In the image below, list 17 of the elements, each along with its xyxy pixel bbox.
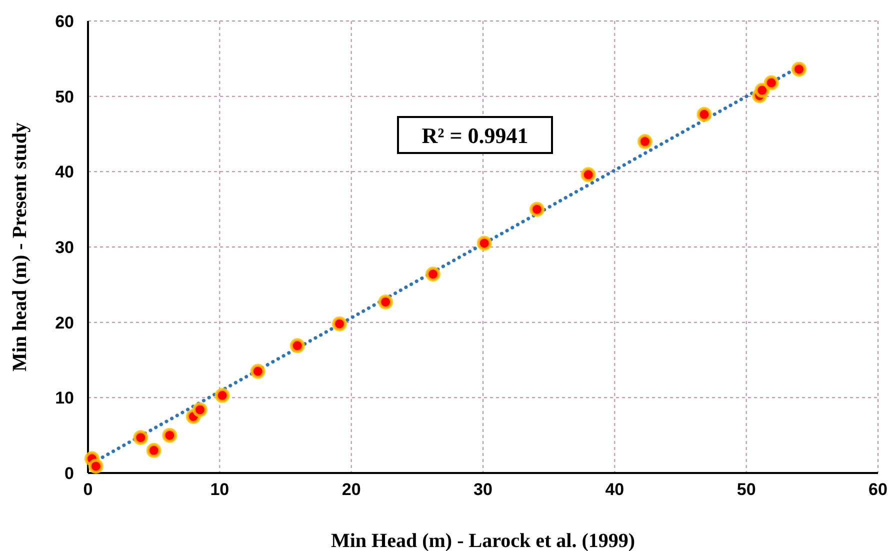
x-tick-label: 30 [474,480,492,499]
x-tick-label: 10 [210,480,230,499]
y-axis-title: Min head (m) - Present study [9,122,31,372]
annotation: R² = 0.9941 [422,123,528,148]
x-tick-label: 60 [868,480,888,499]
x-tick-label: 50 [736,480,756,499]
y-tick-label: 40 [55,162,74,182]
y-tick-label: 60 [55,12,74,31]
y-tick-label: 50 [55,87,74,106]
x-tick-label: 40 [605,480,624,499]
y-tick-label: 30 [55,238,74,257]
x-axis-title: Min Head (m) - Larock et al. (1999) [330,530,636,551]
y-tick-label: 10 [55,388,74,408]
x-tick-label: 0 [83,480,93,499]
y-tick-label: 0 [64,464,74,483]
x-tick-label: 20 [342,480,361,499]
y-tick-label: 20 [55,313,74,332]
